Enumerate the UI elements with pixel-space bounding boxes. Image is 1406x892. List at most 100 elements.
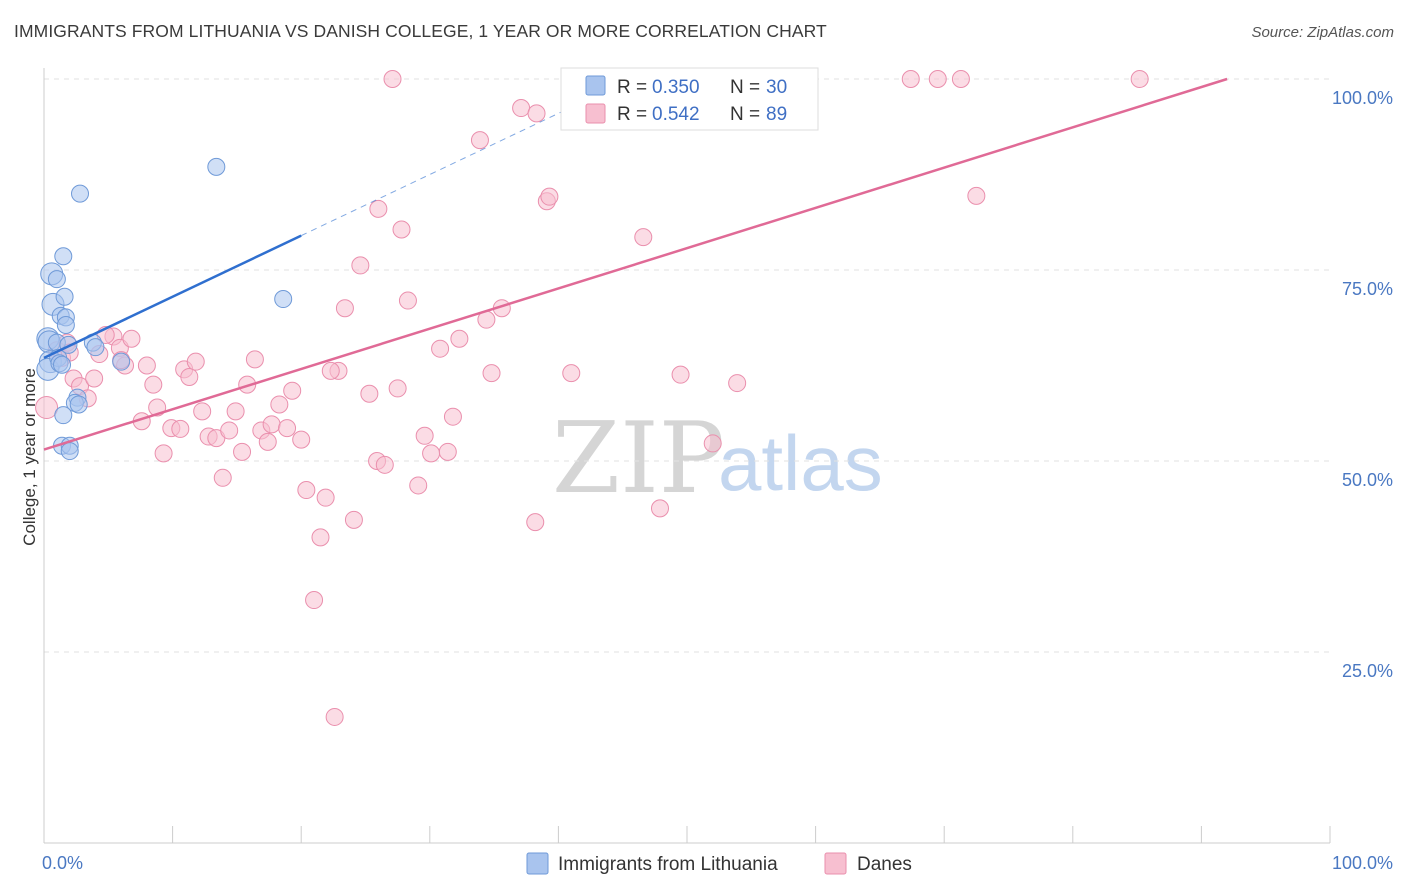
watermark-zip: ZIP (552, 402, 725, 516)
legend-r-value-2: 0.542 (652, 104, 700, 125)
axes (43, 68, 1331, 844)
lithuania-point-26 (86, 338, 105, 357)
trend-line-lithuania-extension (300, 82, 623, 237)
danes-point-68 (512, 99, 531, 118)
source-label: Source: ZipAtlas.com (1251, 24, 1394, 41)
danes-point-60 (431, 339, 450, 358)
lithuania-point-8 (55, 287, 74, 306)
danes-point-61 (438, 442, 457, 461)
danes-point-78 (703, 434, 722, 453)
danes-point-29 (226, 402, 245, 421)
danes-point-35 (262, 415, 281, 434)
chart-title: IMMIGRANTS FROM LITHUANIA VS DANISH COLL… (14, 21, 827, 41)
danes-point-42 (311, 528, 330, 547)
danes-point-83 (951, 70, 970, 88)
lithuania-point-11 (56, 316, 75, 335)
lithuania-point-6 (47, 270, 66, 289)
lithuania-point-7 (54, 247, 73, 266)
danes-point-84 (967, 186, 986, 205)
danes-point-52 (375, 455, 394, 474)
x-tick-label-0: 0.0% (42, 853, 83, 873)
danes-point-44 (325, 707, 344, 726)
danes-point-69 (526, 513, 545, 532)
danes-point-77 (671, 365, 690, 384)
legend-swatch-lithuania (585, 75, 606, 96)
danes-point-30 (233, 442, 252, 461)
danes-point-53 (383, 70, 402, 88)
danes-point-40 (297, 481, 316, 500)
danes-point-63 (450, 329, 469, 348)
danes-point-81 (901, 70, 920, 88)
danes-point-39 (292, 430, 311, 449)
danes-point-13 (122, 329, 141, 348)
trend-lines (43, 77, 1228, 451)
lithuania-point-24 (71, 184, 90, 203)
danes-point-59 (422, 444, 441, 463)
danes-point-54 (388, 379, 407, 398)
y-axis-label: College, 1 year or more (20, 368, 39, 546)
danes-point-24 (193, 402, 212, 421)
legend-r-value-1: 0.350 (652, 77, 700, 98)
danes-point-75 (634, 228, 653, 247)
danes-point-41 (305, 591, 324, 610)
danes-point-20 (171, 419, 190, 438)
danes-point-51 (369, 199, 388, 218)
y-tick-label-25: 25.0% (1342, 661, 1393, 681)
legend-swatch-danes (585, 103, 606, 124)
legend-n-value-1: 30 (766, 77, 787, 98)
danes-point-27 (213, 468, 232, 487)
danes-point-73 (562, 364, 581, 383)
danes-point-62 (443, 407, 462, 426)
danes-point-37 (278, 419, 297, 438)
danes-point-88 (321, 361, 340, 380)
danes-points (35, 70, 1149, 726)
y-tick-label-75: 75.0% (1342, 279, 1393, 299)
legend-n-value-2: 89 (766, 104, 787, 125)
y-tick-label-100: 100.0% (1332, 88, 1393, 108)
legend-r-label-1: R = (617, 77, 647, 98)
lithuania-point-20 (54, 406, 73, 425)
grid (44, 78, 1330, 653)
danes-point-0 (35, 396, 59, 420)
danes-point-23 (186, 352, 205, 371)
danes-point-22 (180, 367, 199, 386)
danes-point-32 (245, 350, 264, 369)
danes-point-58 (415, 426, 434, 445)
legend: R = 0.350 N = 30 R = 0.542 N = 89 (560, 67, 819, 131)
lithuania-point-19 (69, 395, 88, 414)
danes-point-55 (392, 220, 411, 239)
bottom-legend-swatch-lithuania (526, 852, 549, 875)
bottom-legend-label-danes: Danes (857, 854, 912, 875)
danes-point-79 (728, 374, 747, 393)
danes-point-8 (85, 369, 104, 388)
watermark-atlas: atlas (718, 419, 883, 507)
danes-point-48 (351, 256, 370, 275)
danes-point-15 (137, 356, 156, 375)
danes-point-18 (154, 444, 173, 463)
danes-point-38 (283, 381, 302, 400)
danes-point-43 (316, 488, 335, 507)
bottom-legend-label-lithuania: Immigrants from Lithuania (558, 854, 778, 875)
danes-point-34 (258, 432, 277, 451)
danes-point-57 (409, 476, 428, 495)
lithuania-point-29 (274, 290, 293, 309)
lithuania-point-28 (207, 157, 226, 176)
danes-point-66 (482, 364, 501, 383)
danes-point-16 (144, 375, 163, 394)
danes-point-72 (540, 187, 559, 206)
lithuania-points (36, 157, 293, 461)
danes-point-82 (928, 70, 947, 88)
danes-point-85 (1130, 70, 1149, 88)
danes-point-56 (398, 291, 417, 310)
lithuania-point-15 (53, 355, 72, 374)
bottom-legend-swatch-danes (824, 852, 847, 875)
danes-point-47 (344, 510, 363, 529)
y-tick-label-50: 50.0% (1342, 470, 1393, 490)
danes-point-36 (270, 395, 289, 414)
danes-point-76 (650, 499, 669, 518)
danes-point-70 (527, 104, 546, 123)
danes-point-64 (470, 131, 489, 150)
danes-point-49 (360, 384, 379, 403)
trend-line-danes (43, 77, 1228, 451)
